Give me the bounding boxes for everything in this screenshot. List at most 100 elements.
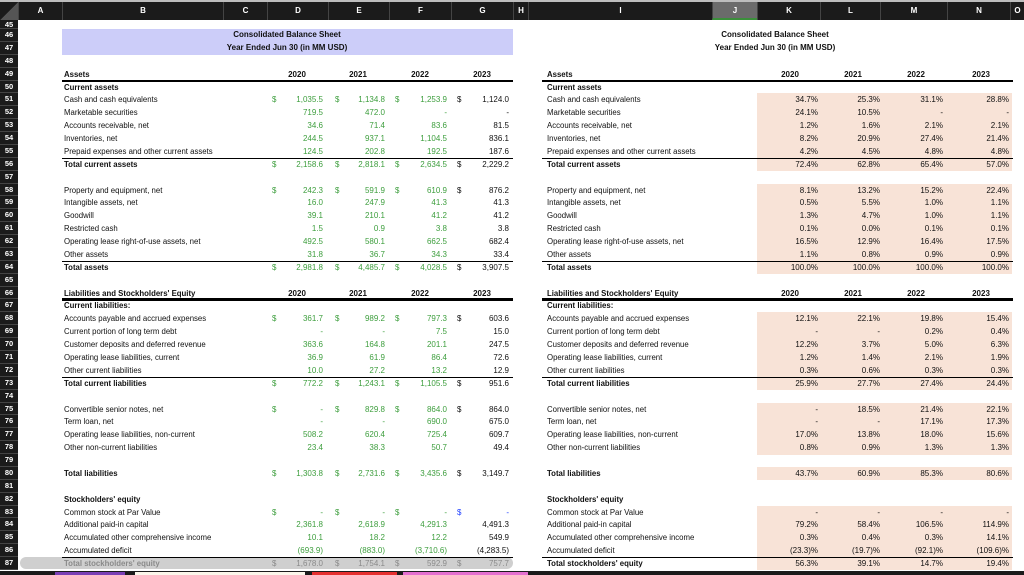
percent-cell[interactable]: 2.1% (990, 121, 1009, 131)
percent-cell[interactable]: 57.0% (986, 159, 1009, 169)
percent-cell[interactable]: 0.9% (924, 249, 943, 259)
row-header[interactable]: 55 (0, 144, 18, 158)
column-header-a[interactable]: A (18, 2, 62, 20)
row-header[interactable]: 80 (0, 466, 18, 480)
left-row-label[interactable]: Current liabilities: (64, 301, 131, 311)
row-header[interactable]: 60 (0, 209, 18, 223)
row-header[interactable]: 87 (0, 557, 18, 570)
percent-cell[interactable]: 21.4% (986, 134, 1009, 144)
percent-cell[interactable]: 1.1% (990, 211, 1009, 221)
left-row-label[interactable]: Term loan, net (64, 417, 114, 427)
value-cell[interactable]: 247.9 (364, 198, 385, 208)
percent-cell[interactable]: 19.4% (986, 559, 1009, 569)
right-row-label[interactable]: Accounts payable and accrued expenses (547, 314, 690, 324)
left-row-label[interactable]: Total liabilities (64, 468, 118, 478)
column-header-g[interactable]: G (451, 2, 513, 20)
value-cell[interactable]: 12.9 (493, 365, 509, 375)
percent-cell[interactable]: (23.3)% (789, 546, 818, 556)
right-row-label[interactable]: Inventories, net (547, 134, 601, 144)
row-header[interactable]: 67 (0, 299, 18, 313)
percent-cell[interactable]: 5.5% (861, 198, 880, 208)
right-row-label[interactable]: Total assets (547, 262, 592, 272)
left-row-label[interactable]: Common stock at Par Value (64, 507, 161, 517)
column-header-h[interactable]: H (513, 2, 528, 20)
value-cell[interactable]: 549.9 (488, 533, 509, 543)
left-row-label[interactable]: Total current liabilities (64, 378, 147, 388)
percent-cell[interactable]: 72.4% (795, 159, 818, 169)
percent-cell[interactable]: 0.3% (799, 533, 818, 543)
row-header[interactable]: 51 (0, 93, 18, 107)
value-cell[interactable]: 50.7 (431, 443, 447, 453)
value-cell[interactable]: 1,134.8 (358, 95, 385, 105)
value-cell[interactable]: 41.3 (493, 198, 509, 208)
value-cell[interactable]: 1,303.8 (296, 468, 323, 478)
right-row-label[interactable]: Total stockholders' equity (547, 559, 643, 569)
percent-cell[interactable]: 58.4% (857, 520, 880, 530)
percent-cell[interactable]: 1.3% (924, 443, 943, 453)
percent-cell[interactable]: 8.2% (799, 134, 818, 144)
percent-cell[interactable]: 0.5% (799, 198, 818, 208)
value-cell[interactable]: 1,754.1 (358, 559, 385, 569)
percent-cell[interactable]: 12.1% (795, 314, 818, 324)
percent-cell[interactable]: 100.0% (981, 262, 1009, 272)
right-row-label[interactable]: Goodwill (547, 211, 577, 221)
value-cell[interactable]: 31.8 (307, 249, 323, 259)
value-cell[interactable]: 71.4 (369, 121, 385, 131)
percent-cell[interactable]: 100.0% (852, 262, 880, 272)
left-row-label[interactable]: Total assets (64, 262, 109, 272)
left-row-label[interactable]: Accounts receivable, net (64, 121, 149, 131)
percent-cell[interactable]: 1.2% (799, 353, 818, 362)
right-row-label[interactable]: Operating lease right-of-use assets, net (547, 237, 684, 247)
percent-cell[interactable]: - (1006, 507, 1009, 517)
row-header[interactable]: 64 (0, 260, 18, 274)
percent-cell[interactable]: 25.3% (857, 95, 880, 105)
right-row-label[interactable]: Liabilities and Stockholders' Equity (547, 288, 679, 298)
percent-cell[interactable]: 13.2% (857, 185, 880, 195)
percent-cell[interactable]: - (815, 417, 818, 427)
percent-cell[interactable]: 79.2% (795, 520, 818, 530)
percent-cell[interactable]: 0.1% (990, 224, 1009, 234)
value-cell[interactable]: 7.5 (435, 327, 447, 337)
column-header-e[interactable]: E (328, 2, 389, 20)
sheet-tab[interactable] (135, 572, 305, 575)
value-cell[interactable]: 719.5 (302, 108, 323, 118)
percent-cell[interactable]: 0.3% (799, 365, 818, 375)
value-cell[interactable]: 772.2 (302, 378, 323, 388)
percent-cell[interactable]: - (815, 327, 818, 337)
value-cell[interactable]: 242.3 (302, 185, 323, 195)
value-cell[interactable]: 620.4 (364, 430, 385, 440)
percent-cell[interactable]: 80.6% (986, 468, 1009, 478)
left-row-label[interactable]: Other current liabilities (64, 365, 142, 375)
value-cell[interactable]: 41.3 (431, 198, 447, 208)
row-header[interactable]: 48 (0, 54, 18, 68)
value-cell[interactable]: 86.4 (431, 353, 447, 362)
percent-cell[interactable]: 20.9% (857, 134, 880, 144)
right-row-label[interactable]: Assets (547, 69, 573, 79)
value-cell[interactable]: 797.3 (426, 314, 447, 324)
percent-cell[interactable]: 27.4% (920, 378, 943, 388)
percent-cell[interactable]: (109.6)% (976, 546, 1009, 556)
row-header[interactable]: 54 (0, 132, 18, 145)
left-row-label[interactable]: Current portion of long term debt (64, 327, 177, 337)
left-row-label[interactable]: Restricted cash (64, 224, 118, 234)
percent-cell[interactable]: 17.5% (986, 237, 1009, 247)
value-cell[interactable]: 41.2 (493, 211, 509, 221)
left-row-label[interactable]: Other non-current liabilities (64, 443, 158, 453)
left-row-label[interactable]: Total stockholders' equity (64, 559, 160, 569)
row-header[interactable]: 71 (0, 351, 18, 364)
left-row-label[interactable]: Property and equipment, net (64, 185, 163, 195)
right-row-label[interactable]: Total current liabilities (547, 378, 630, 388)
row-header[interactable]: 83 (0, 505, 18, 519)
row-header[interactable]: 78 (0, 441, 18, 455)
percent-cell[interactable]: 31.1% (920, 95, 943, 105)
right-row-label[interactable]: Cash and cash equivalents (547, 95, 641, 105)
row-header[interactable]: 84 (0, 518, 18, 532)
value-cell[interactable]: 16.0 (307, 198, 323, 208)
right-row-label[interactable]: Restricted cash (547, 224, 601, 234)
column-header-f[interactable]: F (389, 2, 451, 20)
left-row-label[interactable]: Prepaid expenses and other current asset… (64, 146, 213, 156)
column-header-j[interactable]: J (712, 2, 757, 20)
value-cell[interactable]: 610.9 (426, 185, 447, 195)
value-cell[interactable]: 662.5 (426, 237, 447, 247)
percent-cell[interactable]: - (940, 108, 943, 118)
